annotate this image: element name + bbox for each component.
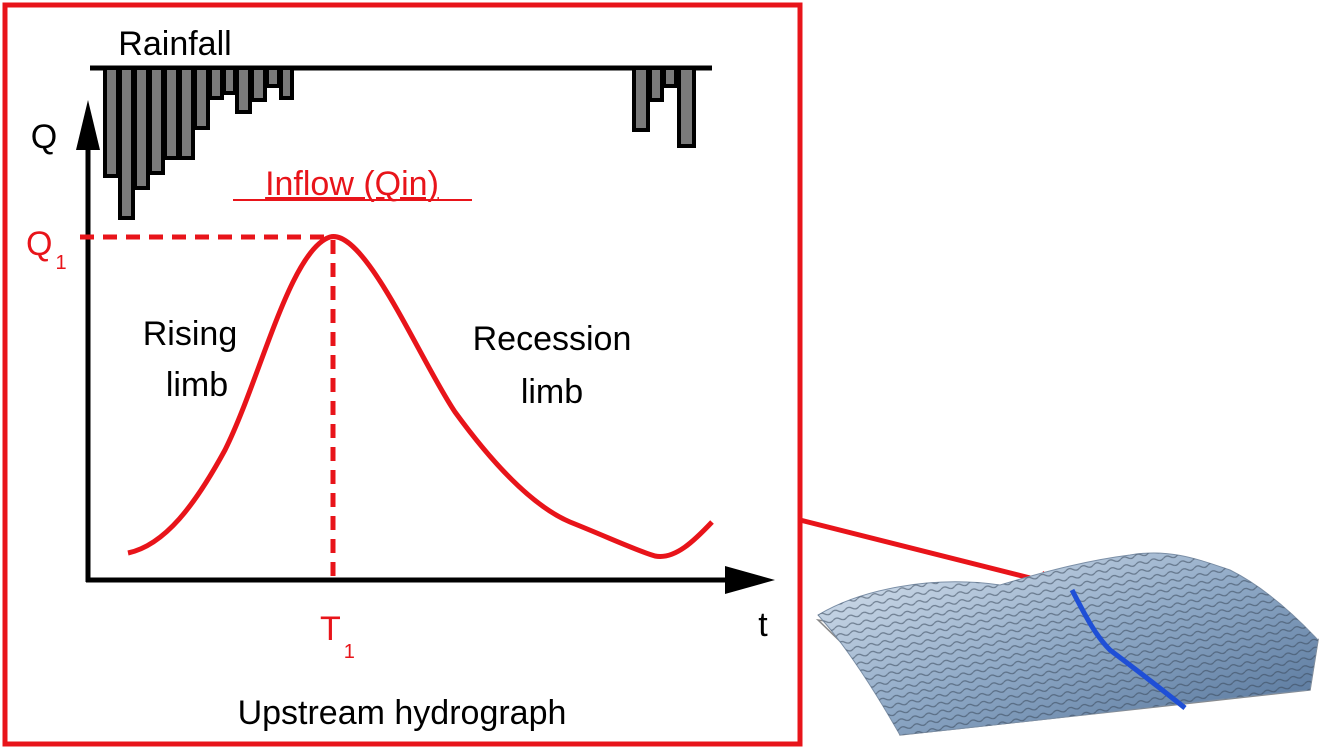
peak-t-main: T xyxy=(320,610,341,648)
peak-t-label: T1 xyxy=(320,610,355,663)
caption: Upstream hydrograph xyxy=(238,694,567,732)
q-axis-label: Q xyxy=(31,118,57,156)
recession-label-1: Recession xyxy=(473,320,632,358)
terrain-image xyxy=(818,553,1318,735)
rainfall-label: Rainfall xyxy=(118,25,231,63)
t-axis-label: t xyxy=(758,606,768,644)
peak-t-sub: 1 xyxy=(344,641,355,663)
diagram: Rainfall Q Inflow (Qin) Q1 Rising limb R… xyxy=(0,0,1324,749)
peak-q-sub: 1 xyxy=(55,252,66,274)
rising-label-1: Rising xyxy=(143,315,237,353)
rising-label-2: limb xyxy=(166,366,228,404)
inflow-label: Inflow (Qin) xyxy=(265,165,439,203)
peak-guides xyxy=(80,237,333,582)
recession-label-2: limb xyxy=(521,373,583,411)
peak-q-main: Q xyxy=(26,225,52,263)
